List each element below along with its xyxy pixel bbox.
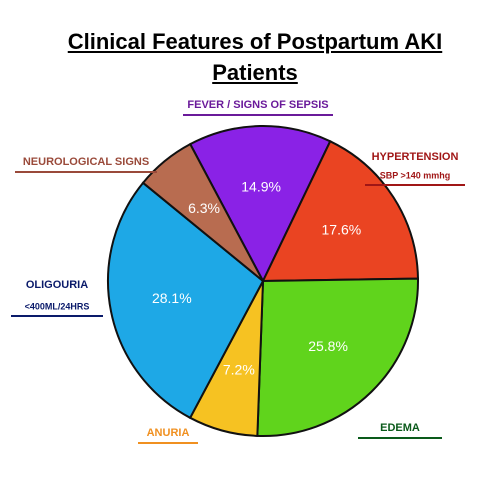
category-label: OLIGOURIA — [26, 279, 88, 291]
value-label: 7.2% — [223, 362, 255, 378]
pie-slice — [188, 125, 332, 284]
pie-slice — [141, 142, 264, 282]
value-label: 25.8% — [308, 338, 348, 354]
category-label: FEVER / SIGNS OF SEPSIS — [187, 99, 328, 111]
category-sublabel: SBP >140 mmhg — [380, 170, 451, 180]
category-label: EDEMA — [380, 422, 420, 434]
pie-slice — [261, 139, 419, 283]
value-label: 6.3% — [188, 200, 220, 216]
chart-title: Clinical Features of Postpartum AKI Pati… — [67, 29, 443, 85]
category-label: ANURIA — [147, 427, 190, 439]
pie-slice — [256, 277, 419, 437]
value-label: 28.1% — [152, 290, 192, 306]
category-label: HYPERTENSION — [372, 151, 459, 163]
pie-slice — [107, 181, 265, 420]
value-label: 17.6% — [322, 222, 362, 238]
category-label: NEUROLOGICAL SIGNS — [23, 156, 149, 168]
category-sublabel: <400ML/24HRS — [25, 301, 90, 311]
value-label: 14.9% — [241, 179, 281, 195]
